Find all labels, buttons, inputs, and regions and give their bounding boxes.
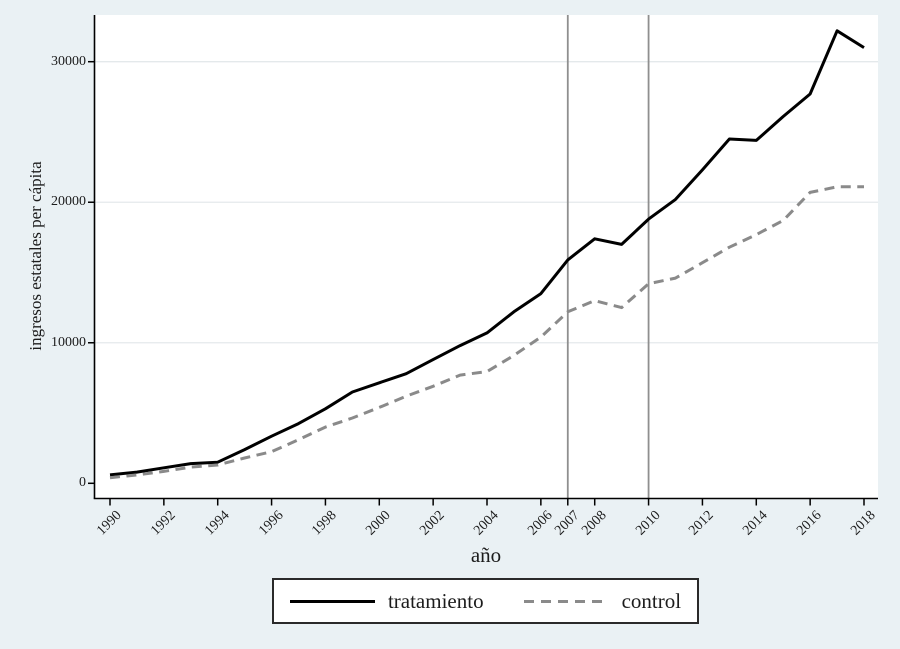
series-line-tratamiento [109, 29, 865, 477]
control-line-sample [523, 599, 609, 603]
legend-label-control: control [621, 588, 682, 613]
legend-item-control: control [523, 588, 682, 614]
tratamiento-line-sample [289, 599, 375, 603]
legend-label-tratamiento: tratamiento [387, 588, 484, 613]
plot-region [95, 15, 878, 499]
legend-item-tratamiento: tratamiento [289, 588, 484, 614]
legend: tratamiento control [272, 578, 699, 624]
